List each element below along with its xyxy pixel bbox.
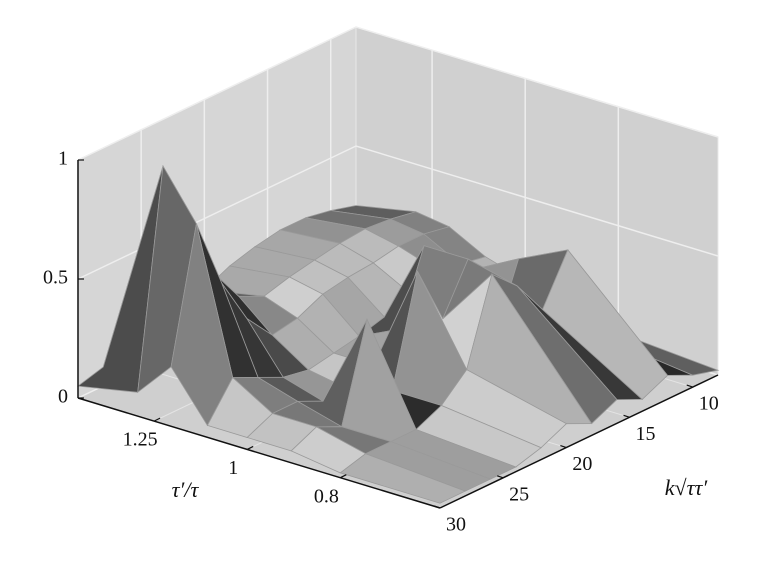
y-tick	[246, 445, 254, 450]
surface-patch	[339, 453, 467, 504]
y-tick	[153, 417, 161, 422]
x-axis	[439, 374, 719, 509]
x-tick	[623, 414, 630, 418]
x-tick	[496, 475, 504, 479]
y-axis-label: τ′/τ	[172, 477, 200, 502]
x-tick-label: 15	[636, 423, 656, 445]
y-tick-label: 1	[228, 457, 238, 479]
y-tick	[340, 474, 347, 479]
y-tick-label: 0.8	[314, 485, 339, 507]
x-tick	[686, 384, 693, 388]
x-tick	[433, 505, 441, 509]
x-tick-label: 30	[446, 514, 466, 536]
grid-line	[77, 26, 719, 161]
y-tick-label: 1.25	[123, 429, 158, 451]
x-axis-label: k√ττ′	[665, 475, 709, 500]
z-tick-label: 1	[58, 148, 68, 170]
z-tick-label: 0	[58, 386, 68, 408]
x-tick	[560, 444, 567, 449]
y-axis	[77, 397, 441, 509]
x-tick-label: 10	[699, 393, 719, 415]
z-tick-label: 0.5	[43, 267, 68, 289]
x-tick-label: 25	[509, 483, 529, 505]
x-tick-label: 20	[572, 453, 592, 475]
